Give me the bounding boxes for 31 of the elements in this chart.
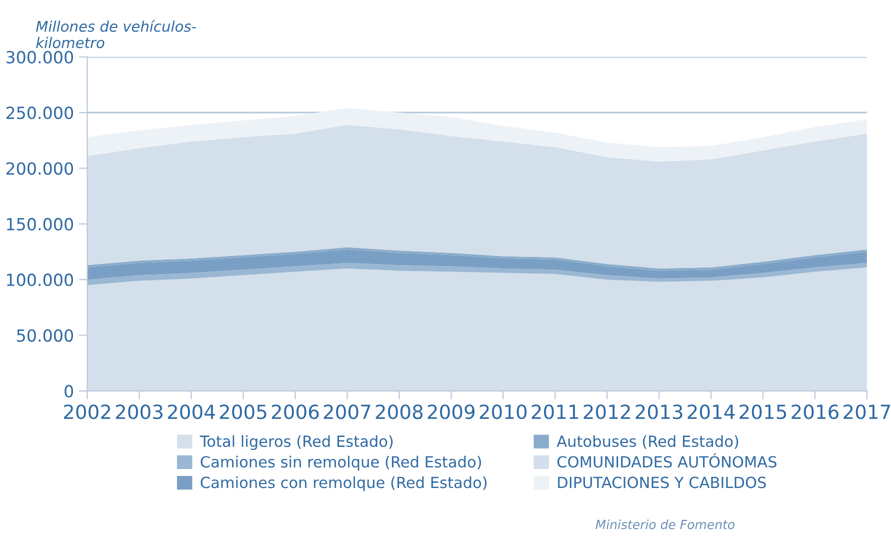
x-tick-label: 2010 <box>480 404 527 420</box>
x-tick-label: 2014 <box>688 404 735 420</box>
x-tick-label: 2016 <box>792 404 838 420</box>
x-tick-label: 2015 <box>740 404 786 420</box>
y-axis-title: Millones de vehículos- kilometro <box>36 20 196 48</box>
y-tick-label: 150.000 <box>7 218 74 230</box>
y-tick-label: 300.000 <box>6 50 74 64</box>
text: Ministerio de Fomento <box>596 520 734 530</box>
x-tick-label: 2005 <box>220 404 266 420</box>
x-tick-label: 2002 <box>64 404 110 420</box>
x-tick-label: 2003 <box>116 404 162 420</box>
x-tick-label: 2008 <box>376 404 423 420</box>
x-tick-label: 2011 <box>532 404 578 420</box>
y-tick-label: 100.000 <box>7 274 74 286</box>
x-tick-label: 2012 <box>584 404 630 420</box>
legend-label: Camiones sin remolque (Red Estado) <box>200 456 481 471</box>
x-tick-label: 2006 <box>272 404 319 420</box>
x-tick-label: 2017 <box>844 404 890 420</box>
legend-label: Camiones con remolque (Red Estado) <box>200 476 487 492</box>
legend-label: DIPUTACIONES Y CABILDOS <box>558 476 766 488</box>
y-tick-label: 250.000 <box>6 106 74 120</box>
legend-label: Total ligeros (Red Estado) <box>200 435 393 450</box>
legend-label: Autobuses (Red Estado) <box>556 435 738 449</box>
x-tick-label: 2009 <box>428 404 475 420</box>
y-tick-label: 50.000 <box>17 329 74 342</box>
x-tick-label: 2013 <box>636 404 682 420</box>
legend-label: COMUNIDADES AUTÓNOMAS <box>557 453 776 468</box>
y-tick-label: 200.000 <box>6 162 74 175</box>
x-tick-label: 2004 <box>168 404 215 420</box>
y-tick-label: 0 <box>64 384 74 398</box>
x-tick-label: 2007 <box>324 404 370 420</box>
